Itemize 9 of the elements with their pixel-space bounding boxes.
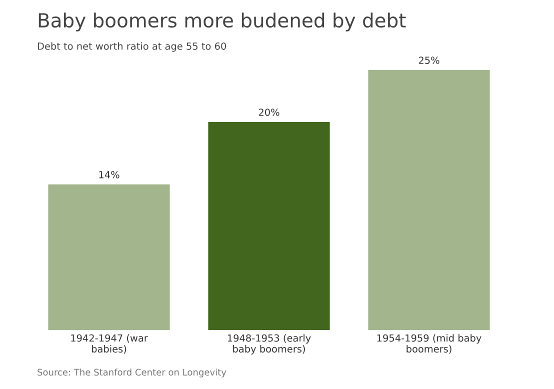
x-tick-label: 1942-1947 (war babies) [71,334,148,354]
x-tick-label: 1954-1959 (mid baby boomers) [377,334,482,354]
data-label: 14% [99,170,120,178]
data-label: 20% [258,108,280,116]
source-note: Source: The Stanford Center on Longevity [38,368,226,378]
chart-title: Baby boomers more budened by debt [38,12,406,32]
data-label: 25% [418,56,440,64]
x-tick-label: 1948-1953 (early baby boomers) [228,334,311,354]
chart-subtitle: Debt to net worth ratio at age 55 to 60 [38,42,226,52]
